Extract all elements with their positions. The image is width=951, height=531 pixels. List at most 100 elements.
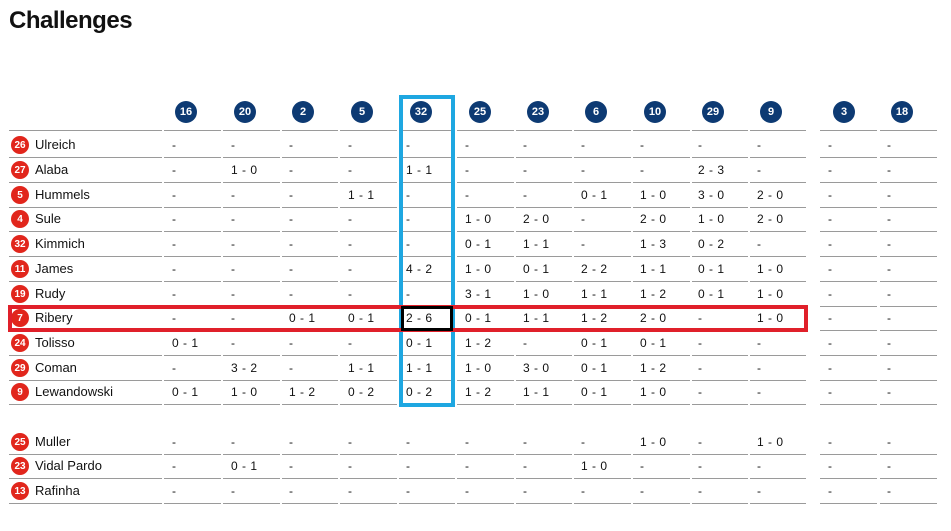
challenge-cell: - [828, 336, 833, 350]
player-name: Coman [35, 360, 77, 375]
row-divider [340, 404, 397, 405]
challenge-cell: 1 - 1 [523, 385, 550, 399]
row-divider [574, 380, 631, 381]
header-divider [223, 130, 280, 131]
column-player-badge: 23 [527, 101, 549, 123]
highlight-column-32 [399, 95, 455, 407]
challenge-cell: - [465, 163, 470, 177]
challenge-cell: - [406, 237, 411, 251]
challenge-cell: 0 - 1 [640, 336, 667, 350]
challenge-cell: 2 - 0 [640, 212, 667, 226]
row-divider [750, 157, 806, 158]
challenge-cell: - [231, 138, 236, 152]
row-divider [750, 207, 806, 208]
row-divider [9, 355, 162, 356]
row-player-badge: 5 [11, 186, 29, 204]
row-divider [282, 478, 338, 479]
row-player-badge: 11 [11, 260, 29, 278]
row-divider [880, 404, 937, 405]
row-divider [633, 380, 690, 381]
challenge-cell: 1 - 0 [757, 311, 784, 325]
challenge-cell: - [523, 336, 528, 350]
header-divider [820, 130, 877, 131]
row-divider [633, 355, 690, 356]
challenge-cell: - [887, 435, 892, 449]
row-divider [516, 454, 572, 455]
challenge-cell: - [523, 138, 528, 152]
row-divider [164, 478, 221, 479]
row-divider [574, 207, 631, 208]
row-divider [750, 503, 806, 504]
challenge-cell: 0 - 1 [406, 336, 433, 350]
challenge-cell: - [231, 336, 236, 350]
challenge-cell: - [231, 311, 236, 325]
row-divider [692, 404, 748, 405]
challenge-cell: 0 - 1 [698, 287, 725, 301]
challenge-cell: - [289, 336, 294, 350]
challenge-cell: - [348, 138, 353, 152]
row-divider [223, 355, 280, 356]
challenge-cell: 0 - 1 [465, 237, 492, 251]
row-divider [750, 231, 806, 232]
row-divider [282, 380, 338, 381]
row-divider [9, 157, 162, 158]
column-player-badge: 2 [292, 101, 314, 123]
header-divider [457, 130, 514, 131]
row-divider [880, 281, 937, 282]
row-divider [692, 157, 748, 158]
header-divider [633, 130, 690, 131]
player-name: Muller [35, 434, 71, 449]
row-divider [223, 404, 280, 405]
row-divider [399, 231, 455, 232]
row-divider [399, 207, 455, 208]
row-divider [633, 256, 690, 257]
challenge-cell: 0 - 1 [289, 311, 316, 325]
challenge-cell: - [289, 163, 294, 177]
player-name: Tolisso [35, 335, 75, 350]
header-divider [750, 130, 806, 131]
challenge-cell: 1 - 2 [640, 361, 667, 375]
challenge-cell: 2 - 6 [406, 311, 433, 325]
row-divider [282, 503, 338, 504]
challenge-cell: - [172, 311, 177, 325]
row-player-badge: 27 [11, 161, 29, 179]
row-divider [633, 454, 690, 455]
row-divider [692, 454, 748, 455]
challenge-cell: - [757, 237, 762, 251]
row-divider [516, 207, 572, 208]
row-divider [750, 281, 806, 282]
challenge-cell: - [757, 138, 762, 152]
row-divider [9, 207, 162, 208]
row-divider [9, 454, 162, 455]
challenge-cell: - [406, 435, 411, 449]
challenge-cell: - [757, 385, 762, 399]
player-name: Rudy [35, 286, 66, 301]
row-divider [692, 207, 748, 208]
challenge-cell: - [406, 287, 411, 301]
header-divider [880, 130, 937, 131]
row-divider [516, 231, 572, 232]
player-name: Kimmich [35, 236, 85, 251]
row-divider [340, 231, 397, 232]
row-player-badge: 7 [11, 309, 29, 327]
header-divider [9, 130, 162, 131]
header-divider [692, 130, 748, 131]
challenge-cell: - [289, 212, 294, 226]
row-divider [340, 380, 397, 381]
row-divider [820, 256, 877, 257]
challenge-cell: - [581, 435, 586, 449]
row-divider [633, 281, 690, 282]
row-player-badge: 24 [11, 334, 29, 352]
column-player-badge: 18 [891, 101, 913, 123]
challenge-cell: - [887, 484, 892, 498]
challenge-cell: - [887, 311, 892, 325]
row-divider [9, 478, 162, 479]
row-divider [633, 157, 690, 158]
challenge-cell: - [172, 212, 177, 226]
row-divider [633, 478, 690, 479]
row-divider [574, 478, 631, 479]
row-divider [880, 157, 937, 158]
challenge-cell: 1 - 3 [640, 237, 667, 251]
challenge-cell: - [757, 163, 762, 177]
